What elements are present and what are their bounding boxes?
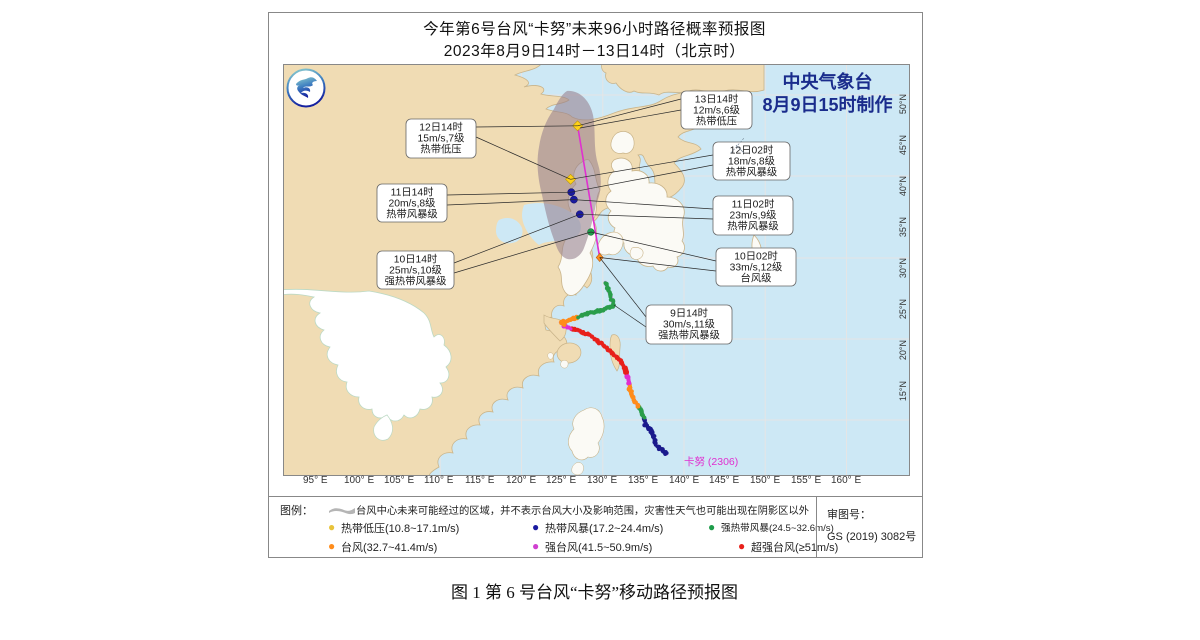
svg-text:11日14时: 11日14时 [391,187,434,199]
svg-text:12日14时: 12日14时 [419,122,463,134]
svg-text:12m/s,6级: 12m/s,6级 [693,105,740,117]
svg-text:热带低压: 热带低压 [420,143,461,156]
svg-text:热带风暴级: 热带风暴级 [386,208,437,221]
svg-text:30m/s,11级: 30m/s,11级 [663,319,715,331]
svg-text:25m/s,10级: 25m/s,10级 [389,265,442,277]
svg-text:12日02时: 12日02时 [730,145,774,157]
svg-text:强热带风暴级: 强热带风暴级 [658,329,720,342]
svg-text:33m/s,12级: 33m/s,12级 [730,262,783,274]
svg-text:10日14时: 10日14时 [394,254,438,266]
svg-text:20m/s,8级: 20m/s,8级 [389,198,436,210]
svg-text:10日02时: 10日02时 [734,251,778,263]
svg-text:15m/s,7级: 15m/s,7级 [418,133,465,145]
svg-text:18m/s,8级: 18m/s,8级 [728,156,775,168]
svg-text:23m/s,9级: 23m/s,9级 [730,210,777,222]
svg-text:11日02时: 11日02时 [732,199,775,211]
svg-text:热带风暴级: 热带风暴级 [726,166,777,179]
svg-text:热带低压: 热带低压 [696,115,737,128]
svg-text:强热带风暴级: 强热带风暴级 [385,275,447,288]
svg-text:卡努 (2306): 卡努 (2306) [684,455,738,468]
svg-text:9日14时: 9日14时 [670,308,708,320]
svg-text:台风级: 台风级 [741,272,772,285]
svg-text:13日14时: 13日14时 [695,94,739,106]
svg-text:热带风暴级: 热带风暴级 [727,220,778,233]
